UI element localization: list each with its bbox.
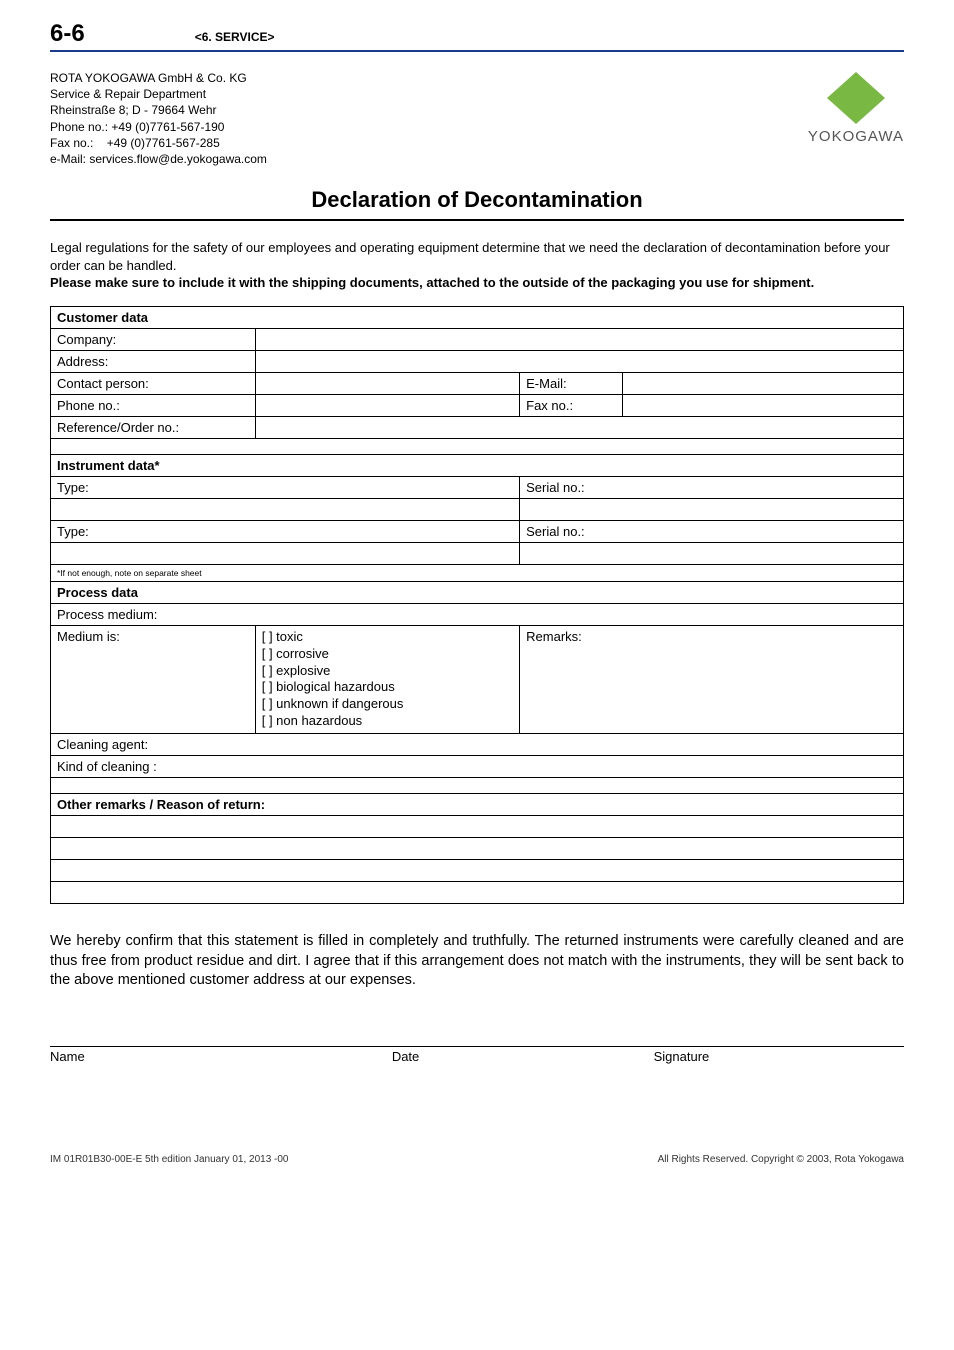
label-fax: Fax no.:	[520, 394, 622, 416]
sig-name: Name	[50, 1049, 332, 1064]
intro-p2: Please make sure to include it with the …	[50, 275, 814, 290]
label-process-medium: Process medium:	[51, 603, 904, 625]
sig-date: Date	[332, 1049, 614, 1064]
page-header: 6-6 <6. SERVICE>	[50, 20, 904, 52]
label-cleaning-agent: Cleaning agent:	[51, 734, 904, 756]
label-type2: Type:	[51, 520, 520, 542]
label-remarks: Remarks:	[520, 625, 904, 733]
other-row4[interactable]	[51, 882, 904, 904]
field-address[interactable]	[255, 350, 903, 372]
company-phone: Phone no.: +49 (0)7761-567-190	[50, 119, 267, 135]
section-label: <6. SERVICE>	[195, 30, 275, 44]
letterhead: ROTA YOKOGAWA GmbH & Co. KG Service & Re…	[50, 70, 904, 167]
field-ref[interactable]	[255, 416, 903, 438]
label-company: Company:	[51, 328, 256, 350]
intro-p1: Legal regulations for the safety of our …	[50, 240, 890, 273]
company-dept: Service & Repair Department	[50, 86, 267, 102]
field-phone[interactable]	[255, 394, 519, 416]
diamond-icon	[823, 70, 889, 126]
opt-toxic[interactable]: [ ] toxic	[262, 629, 513, 646]
company-name: ROTA YOKOGAWA GmbH & Co. KG	[50, 70, 267, 86]
label-kind-cleaning: Kind of cleaning :	[51, 756, 904, 778]
company-fax: Fax no.: +49 (0)7761-567-285	[50, 135, 267, 151]
intro-text: Legal regulations for the safety of our …	[50, 239, 904, 292]
form-table: Customer data Company: Address: Contact …	[50, 306, 904, 904]
signature-line: Name Date Signature	[50, 1046, 904, 1064]
page-number: 6-6	[50, 20, 85, 48]
footer-right: All Rights Reserved. Copyright © 2003, R…	[658, 1154, 904, 1165]
sig-signature: Signature	[614, 1049, 904, 1064]
spacer	[51, 438, 904, 454]
field-type1[interactable]	[51, 498, 520, 520]
label-address: Address:	[51, 350, 256, 372]
label-contact: Contact person:	[51, 372, 256, 394]
other-row1[interactable]	[51, 816, 904, 838]
company-street: Rheinstraße 8; D - 79664 Wehr	[50, 102, 267, 118]
other-head: Other remarks / Reason of return:	[51, 794, 904, 816]
company-address: ROTA YOKOGAWA GmbH & Co. KG Service & Re…	[50, 70, 267, 167]
opt-explosive[interactable]: [ ] explosive	[262, 663, 513, 680]
label-phone: Phone no.:	[51, 394, 256, 416]
spacer2	[51, 778, 904, 794]
label-medium-is: Medium is:	[51, 625, 256, 733]
label-type1: Type:	[51, 476, 520, 498]
field-company[interactable]	[255, 328, 903, 350]
instrument-footnote: *If not enough, note on separate sheet	[51, 564, 904, 581]
opt-unknown[interactable]: [ ] unknown if dangerous	[262, 696, 513, 713]
label-email: E-Mail:	[520, 372, 622, 394]
opt-biohazard[interactable]: [ ] biological hazardous	[262, 679, 513, 696]
opt-nonhazard[interactable]: [ ] non hazardous	[262, 713, 513, 730]
company-email: e-Mail: services.flow@de.yokogawa.com	[50, 151, 267, 167]
label-serial1: Serial no.:	[520, 476, 904, 498]
field-serial1[interactable]	[520, 498, 904, 520]
page-title: Declaration of Decontamination	[50, 187, 904, 221]
customer-head: Customer data	[51, 306, 904, 328]
confirmation-text: We hereby confirm that this statement is…	[50, 932, 904, 991]
field-fax[interactable]	[622, 394, 904, 416]
other-row3[interactable]	[51, 860, 904, 882]
instrument-head: Instrument data*	[51, 454, 904, 476]
footer-left: IM 01R01B30-00E-E 5th edition January 01…	[50, 1154, 289, 1165]
field-email[interactable]	[622, 372, 904, 394]
opt-corrosive[interactable]: [ ] corrosive	[262, 646, 513, 663]
field-type2[interactable]	[51, 542, 520, 564]
process-head: Process data	[51, 581, 904, 603]
medium-options[interactable]: [ ] toxic [ ] corrosive [ ] explosive [ …	[255, 625, 519, 733]
other-row2[interactable]	[51, 838, 904, 860]
label-serial2: Serial no.:	[520, 520, 904, 542]
yokogawa-logo: YOKOGAWA	[808, 70, 904, 145]
page-footer: IM 01R01B30-00E-E 5th edition January 01…	[50, 1154, 904, 1165]
label-ref: Reference/Order no.:	[51, 416, 256, 438]
logo-text: YOKOGAWA	[808, 128, 904, 145]
field-contact[interactable]	[255, 372, 519, 394]
field-serial2[interactable]	[520, 542, 904, 564]
